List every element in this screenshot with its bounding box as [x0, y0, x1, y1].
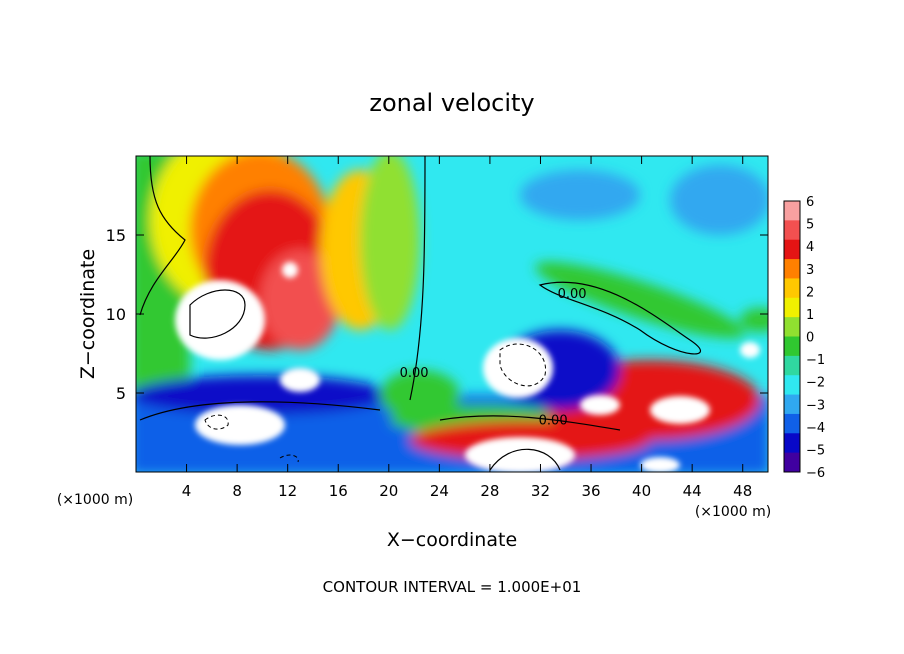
contour-interval-note: CONTOUR INTERVAL = 1.000E+01: [323, 578, 582, 596]
colorbar-swatch: [784, 336, 800, 357]
colorbar-label: 6: [806, 195, 814, 210]
colorbar: 6 5 4 3 2 1 0 −1 −2 −3 −4 −5 −6: [783, 195, 825, 481]
x-tick-label: 28: [480, 482, 499, 500]
x-tick-label: 48: [733, 482, 752, 500]
x-axis-label: X−coordinate: [387, 529, 517, 551]
x-tick-label: 4: [182, 482, 192, 500]
colorbar-label: −6: [806, 466, 825, 481]
colorbar-label: 4: [806, 240, 814, 255]
colorbar-swatch: [784, 355, 800, 376]
colorbar-frame: [783, 200, 801, 473]
x-tick-label: 24: [430, 482, 449, 500]
colorbar-swatch: [784, 433, 800, 454]
colorbar-swatch: [784, 375, 800, 396]
y-tick-label: 10: [106, 305, 126, 324]
contour-label: 0.00: [539, 414, 568, 429]
colorbar-swatch: [784, 452, 800, 473]
colorbar-label: −4: [806, 421, 825, 436]
colorbar-swatch: [784, 201, 800, 221]
x-tick-label: 16: [329, 482, 348, 500]
colorbar-label: −5: [806, 443, 825, 458]
x-tick-label: 40: [632, 482, 651, 500]
colorbar-label: −2: [806, 376, 825, 391]
x-tick-label: 12: [278, 482, 297, 500]
colorbar-label: 1: [806, 308, 814, 323]
x-tick-label: 20: [379, 482, 398, 500]
colorbar-label: −1: [806, 353, 825, 368]
x-tick-label: 32: [531, 482, 550, 500]
colorbar-swatch: [784, 413, 800, 434]
x-tick-label: 8: [232, 482, 242, 500]
contour-label: 0.00: [558, 287, 587, 302]
y-axis-label: Z−coordinate: [77, 249, 99, 379]
colorbar-swatch: [784, 278, 800, 299]
x-unit-right: (×1000 m): [695, 504, 771, 520]
contour-lines: [139, 156, 702, 471]
x-unit-left: (×1000 m): [57, 492, 133, 508]
colorbar-swatch: [784, 394, 800, 415]
colorbar-label: −3: [806, 398, 825, 413]
colorbar-swatch: [784, 259, 800, 279]
colorbar-swatch: [784, 317, 800, 337]
x-tick-label: 36: [581, 482, 600, 500]
colorbar-swatch: [784, 297, 800, 318]
y-tick-label: 5: [116, 384, 126, 403]
colorbar-label: 0: [806, 331, 814, 346]
y-tick-label: 15: [106, 226, 126, 245]
colorbar-swatch: [784, 220, 800, 241]
colorbar-label: 5: [806, 218, 814, 233]
contour-label: 0.00: [400, 366, 429, 381]
colorbar-label: 3: [806, 263, 814, 278]
colorbar-swatch: [784, 239, 800, 260]
colorbar-label: 2: [806, 285, 814, 300]
heatmap-field: [136, 156, 768, 472]
x-tick-label: 44: [683, 482, 702, 500]
chart-title: zonal velocity: [369, 89, 534, 117]
